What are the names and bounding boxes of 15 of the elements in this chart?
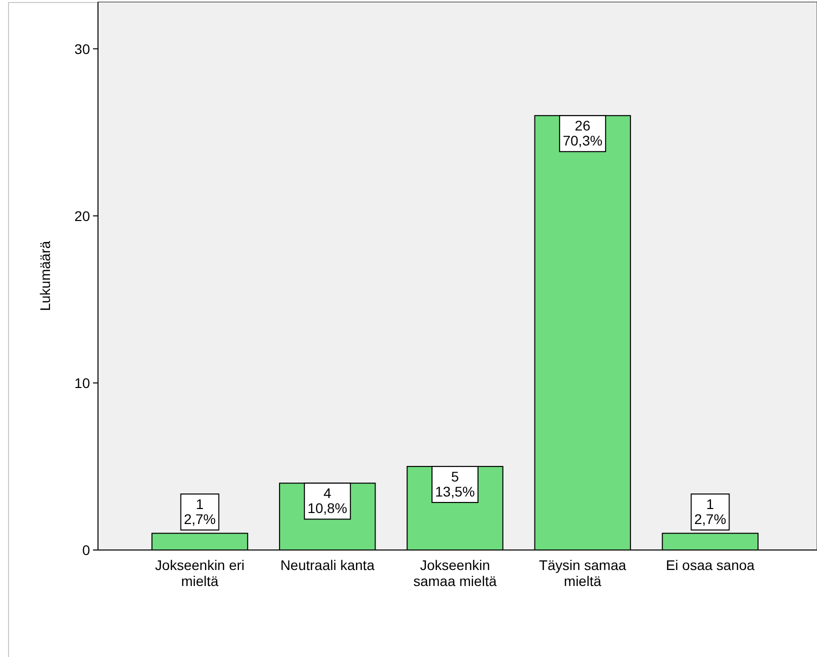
y-tick-label: 20 bbox=[74, 208, 90, 224]
y-tick-label: 10 bbox=[74, 374, 90, 391]
x-tick-label: Neutraali kanta bbox=[280, 557, 375, 573]
data-label: 1 2,7% bbox=[694, 496, 726, 527]
data-label: 1 2,7% bbox=[184, 496, 216, 527]
x-tick-label: Jokseenkin eri mieltä bbox=[155, 557, 245, 589]
y-tick-label: 0 bbox=[82, 542, 90, 558]
data-label: 5 13,5% bbox=[435, 468, 475, 500]
x-tick-label: Ei osaa sanoa bbox=[666, 557, 755, 573]
x-tick-label: Jokseenkin samaa mieltä bbox=[413, 557, 497, 589]
x-tick-label: Täysin samaa mieltä bbox=[539, 557, 626, 589]
y-axis-title: Lukumäärä bbox=[37, 240, 53, 312]
data-label: 4 10,8% bbox=[308, 485, 348, 516]
y-tick-label: 30 bbox=[74, 40, 90, 57]
data-label: 26 70,3% bbox=[562, 118, 602, 149]
